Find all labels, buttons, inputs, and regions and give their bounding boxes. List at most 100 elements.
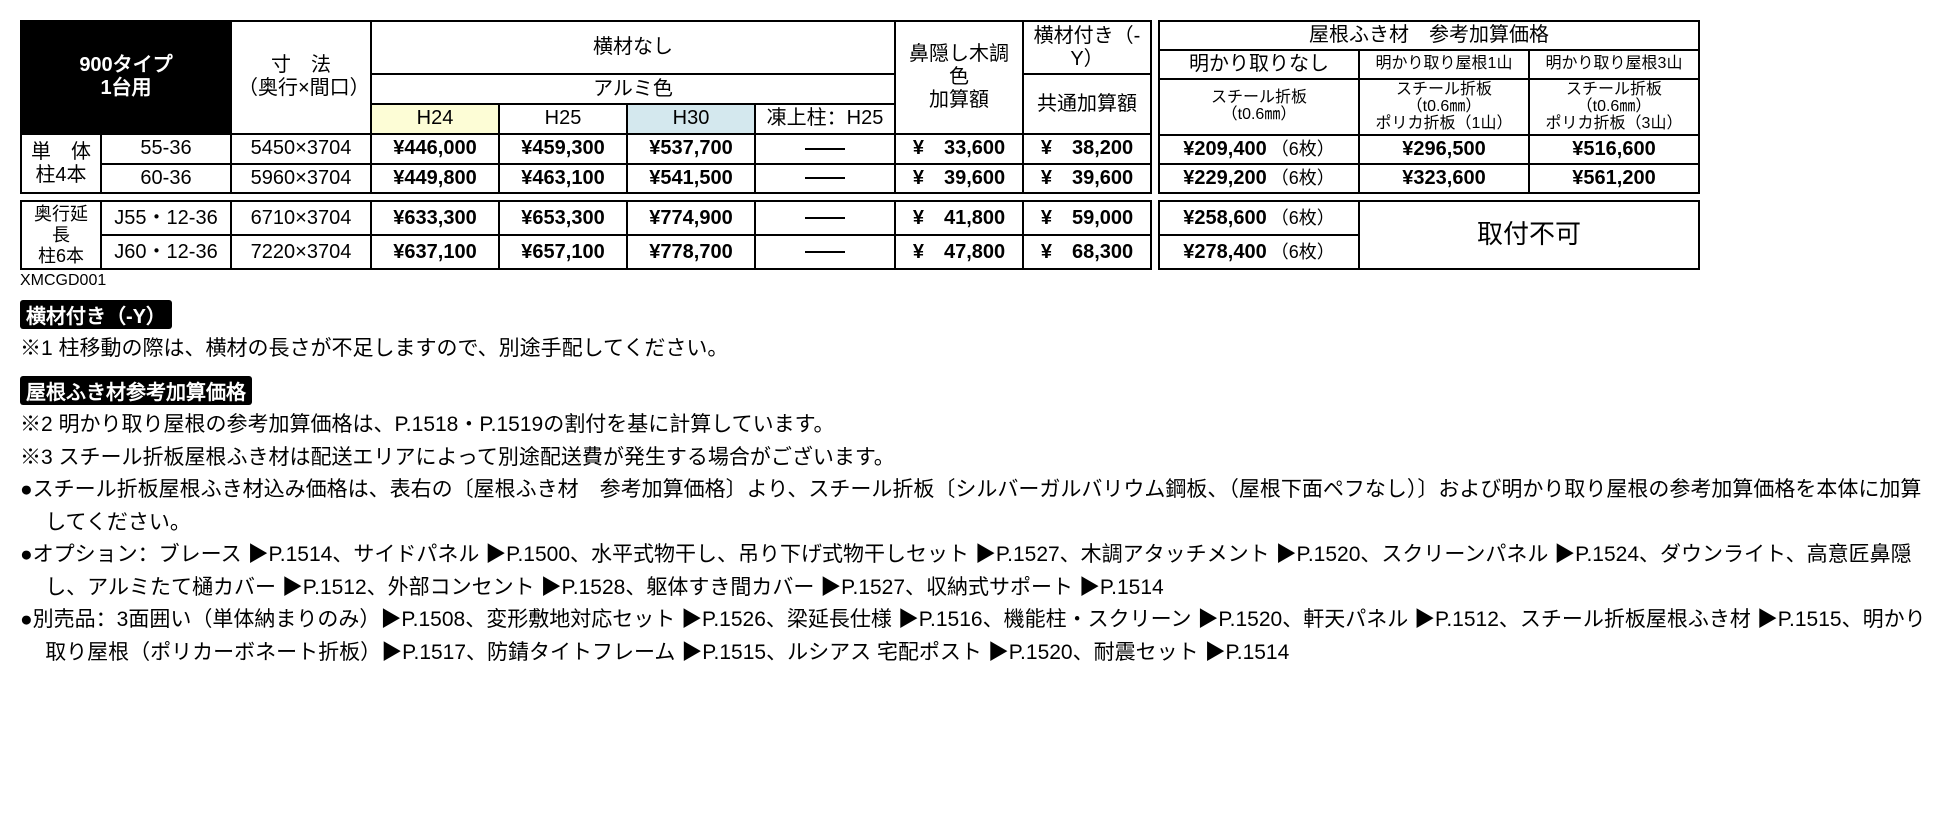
dim-header: 寸 法 （奥行×間口） — [231, 21, 371, 134]
roof-sub-text: （t0.6㎜） — [1577, 98, 1652, 115]
wood-header: 鼻隠し木調色 加算額 — [895, 21, 1023, 134]
roof-sub-text: ポリカ折板（3山） — [1546, 115, 1683, 132]
with-cross-header: 横材付き（-Y） — [1023, 21, 1151, 74]
roof1-count: （6枚） — [1267, 242, 1335, 262]
type-header: 900タイプ 1台用 — [21, 21, 231, 134]
roof3-cell: ¥561,200 — [1529, 164, 1699, 193]
common-add: ¥ 59,000 — [1023, 201, 1151, 235]
price-h30: ¥537,700 — [627, 134, 755, 164]
price-h24: ¥633,300 — [371, 201, 499, 235]
roof-c3-sub: スチール折板 （t0.6㎜） ポリカ折板（3山） — [1529, 79, 1699, 135]
code-cell: J55・12-36 — [101, 201, 231, 235]
common-add: ¥ 68,300 — [1023, 235, 1151, 269]
wood-add: ¥ 39,600 — [895, 164, 1023, 194]
roof1-count: （6枚） — [1267, 139, 1335, 159]
roof1-price: ¥229,200 — [1183, 167, 1266, 189]
roof-sub-text: （t0.6㎜） — [1222, 106, 1297, 123]
row-label-1: 単 体 柱4本 — [21, 134, 101, 194]
tables-container: 900タイプ 1台用 寸 法 （奥行×間口） 横材なし 鼻隠し木調色 加算額 横… — [20, 20, 1926, 270]
note-3: ※3 スチール折板屋根ふき材は配送エリアによって別途配送費が発生する場合がござい… — [20, 442, 1926, 475]
roof-c1-header: 明かり取りなし — [1159, 50, 1359, 79]
wood-add: ¥ 33,600 — [895, 134, 1023, 164]
roof3-cell: ¥516,600 — [1529, 135, 1699, 164]
frost-header: 凍上柱：H25 — [755, 104, 895, 134]
price-h25: ¥463,100 — [499, 164, 627, 194]
h30-header: H30 — [627, 104, 755, 134]
frost-dash — [755, 201, 895, 235]
size-cell: 6710×3704 — [231, 201, 371, 235]
price-table-ext: 奥行延長 柱6本 J55・12-36 6710×3704 ¥633,300 ¥6… — [20, 200, 1152, 270]
roof-title: 屋根ふき材 参考加算価格 — [1159, 21, 1699, 50]
price-h24: ¥449,800 — [371, 164, 499, 194]
size-cell: 5960×3704 — [231, 164, 371, 194]
code-cell: 60-36 — [101, 164, 231, 194]
roof1-cell: ¥209,400（6枚） — [1159, 135, 1359, 164]
price-h25: ¥459,300 — [499, 134, 627, 164]
frost-dash — [755, 134, 895, 164]
table-row: ¥209,400（6枚） ¥296,500 ¥516,600 — [1159, 135, 1699, 164]
type-title-l2: 1台用 — [100, 77, 151, 99]
roof1-cell: ¥278,400（6枚） — [1159, 235, 1359, 269]
bullet-2: ●オプション：ブレース ▶P.1514、サイドパネル ▶P.1500、水平式物干… — [20, 539, 1926, 604]
note-1: ※1 柱移動の際は、横材の長さが不足しますので、別途手配してください。 — [20, 333, 1926, 366]
roof-sub-text: スチール折板 — [1396, 81, 1492, 98]
price-h24: ¥446,000 — [371, 134, 499, 164]
frost-dash — [755, 235, 895, 269]
dim-l2: （奥行×間口） — [238, 77, 370, 99]
roof-c3-header: 明かり取り屋根3山 — [1529, 50, 1699, 79]
size-cell: 7220×3704 — [231, 235, 371, 269]
roof-sub-text: （t0.6㎜） — [1407, 98, 1482, 115]
price-h24: ¥637,100 — [371, 235, 499, 269]
table-row: 60-36 5960×3704 ¥449,800 ¥463,100 ¥541,5… — [21, 164, 1151, 194]
price-h30: ¥541,500 — [627, 164, 755, 194]
wood-add: ¥ 47,800 — [895, 235, 1023, 269]
bullet-3: ●別売品：3面囲い（単体納まりのみ）▶P.1508、変形敷地対応セット ▶P.1… — [20, 604, 1926, 669]
footer-code: XMCGD001 — [20, 272, 1926, 290]
size-cell: 5450×3704 — [231, 134, 371, 164]
note-2: ※2 明かり取り屋根の参考加算価格は、P.1518・P.1519の割付を基に計算… — [20, 409, 1926, 442]
alumi-header: アルミ色 — [371, 74, 895, 104]
roof-c2-sub: スチール折板 （t0.6㎜） ポリカ折板（1山） — [1359, 79, 1529, 135]
roof1-cell: ¥229,200（6枚） — [1159, 164, 1359, 193]
table-row: 単 体 柱4本 55-36 5450×3704 ¥446,000 ¥459,30… — [21, 134, 1151, 164]
roof1-price: ¥278,400 — [1183, 241, 1266, 263]
common-add: ¥ 38,200 — [1023, 134, 1151, 164]
row-label-2: 奥行延長 柱6本 — [21, 201, 101, 269]
row-label-1-l1: 単 体 — [31, 141, 91, 163]
row-label-1-l2: 柱4本 — [35, 164, 86, 186]
row-label-2-l1: 奥行延長 — [34, 204, 88, 245]
no-cross-header: 横材なし — [371, 21, 895, 74]
h24-header: H24 — [371, 104, 499, 134]
notes-tag-1: 横材付き（-Y） — [20, 300, 172, 329]
wood-add: ¥ 41,800 — [895, 201, 1023, 235]
roof-table-2: ¥258,600（6枚） 取付不可 ¥278,400（6枚） — [1158, 200, 1700, 270]
table-row: ¥229,200（6枚） ¥323,600 ¥561,200 — [1159, 164, 1699, 193]
roof1-cell: ¥258,600（6枚） — [1159, 201, 1359, 235]
roof1-price: ¥258,600 — [1183, 207, 1266, 229]
table-block-1: 900タイプ 1台用 寸 法 （奥行×間口） 横材なし 鼻隠し木調色 加算額 横… — [20, 20, 1926, 194]
type-title-l1: 900タイプ — [79, 54, 172, 76]
price-h30: ¥778,700 — [627, 235, 755, 269]
roof-sub-text: ポリカ折板（1山） — [1376, 115, 1513, 132]
notes-section: 横材付き（-Y） ※1 柱移動の際は、横材の長さが不足しますので、別途手配してく… — [20, 290, 1926, 669]
table-block-2: 奥行延長 柱6本 J55・12-36 6710×3704 ¥633,300 ¥6… — [20, 200, 1926, 270]
roof-table-1: 屋根ふき材 参考加算価格 明かり取りなし 明かり取り屋根1山 明かり取り屋根3山… — [1158, 20, 1700, 194]
frost-dash — [755, 164, 895, 194]
roof1-count: （6枚） — [1267, 168, 1335, 188]
roof2-cell: ¥323,600 — [1359, 164, 1529, 193]
wood-l2: 加算額 — [929, 89, 989, 111]
code-cell: 55-36 — [101, 134, 231, 164]
table-row: J60・12-36 7220×3704 ¥637,100 ¥657,100 ¥7… — [21, 235, 1151, 269]
h25-header: H25 — [499, 104, 627, 134]
roof-sub-text: スチール折板 — [1211, 89, 1307, 106]
wood-l1: 鼻隠し木調色 — [909, 43, 1009, 88]
bullet-1: ●スチール折板屋根ふき材込み価格は、表右の〔屋根ふき材 参考加算価格〕より、スチ… — [20, 474, 1926, 539]
code-cell: J60・12-36 — [101, 235, 231, 269]
dim-l1: 寸 法 — [271, 54, 331, 76]
roof1-count: （6枚） — [1267, 208, 1335, 228]
price-h25: ¥657,100 — [499, 235, 627, 269]
roof-sub-text: スチール折板 — [1566, 81, 1662, 98]
table-row: 奥行延長 柱6本 J55・12-36 6710×3704 ¥633,300 ¥6… — [21, 201, 1151, 235]
not-available-cell: 取付不可 — [1359, 201, 1699, 269]
price-h30: ¥774,900 — [627, 201, 755, 235]
